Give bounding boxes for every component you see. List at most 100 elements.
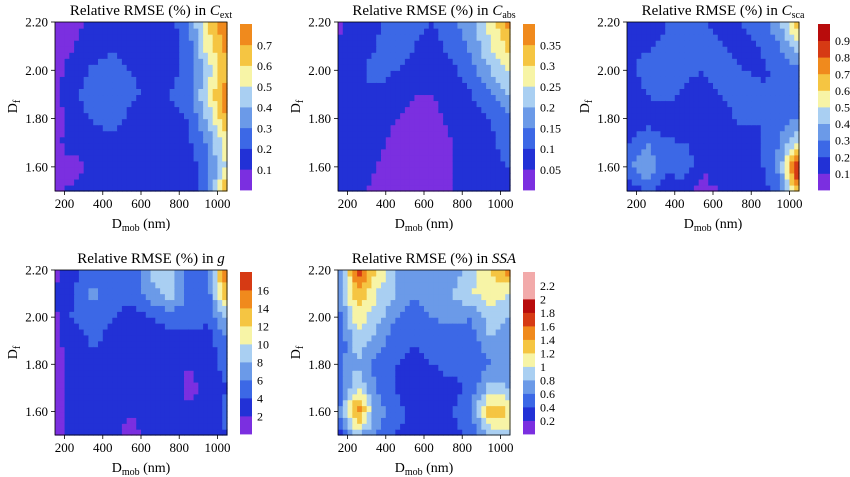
heatmap-cell (64, 305, 70, 312)
heatmap-cell (131, 82, 137, 89)
heatmap-cell (481, 28, 487, 35)
heatmap-cell (679, 172, 685, 180)
heatmap-cell (112, 184, 118, 192)
heatmap-cell (779, 136, 786, 144)
heatmap-cell (390, 100, 396, 108)
heatmap-cell (131, 364, 137, 371)
heatmap-cell (684, 76, 690, 83)
heatmap-cell (636, 34, 642, 41)
heatmap-cell (131, 160, 137, 168)
heatmap-cell (490, 154, 497, 162)
heatmap-cell (770, 124, 776, 132)
heatmap-cell (98, 423, 104, 430)
heatmap-cell (98, 293, 104, 301)
heatmap-cell (703, 172, 709, 180)
colorbar-tick-label: 2 (257, 410, 263, 424)
heatmap-cell (150, 287, 156, 295)
heatmap-cell (400, 178, 406, 186)
heatmap-cell (684, 70, 690, 77)
heatmap-cell (708, 40, 714, 47)
heatmap-cell (505, 22, 511, 29)
heatmap-cell (385, 381, 392, 389)
heatmap-cell (164, 130, 171, 138)
heatmap-cell (338, 393, 344, 401)
heatmap-cell (779, 178, 786, 186)
heatmap-cell (126, 352, 133, 359)
heatmap-cell (481, 393, 487, 401)
heatmap-cell (198, 118, 204, 126)
heatmap-cell (203, 184, 209, 192)
heatmap-cell (670, 52, 676, 59)
heatmap-cell (462, 148, 468, 156)
heatmap-cell (184, 112, 190, 120)
heatmap-cell (414, 376, 420, 383)
heatmap-cell (136, 275, 142, 283)
heatmap-cell (471, 364, 478, 371)
heatmap-cell (136, 178, 142, 186)
heatmap-cell (409, 317, 416, 324)
heatmap-cell (203, 417, 209, 424)
heatmap-cell (179, 370, 185, 377)
heatmap-cell (55, 184, 61, 192)
heatmap-cell (428, 429, 435, 436)
heatmap-cell (703, 58, 709, 65)
heatmap-cell (107, 70, 113, 77)
heatmap-cell (390, 136, 396, 144)
heatmap-cell (689, 142, 695, 150)
heatmap-cell (457, 178, 463, 186)
heatmap-cell (674, 46, 681, 53)
heatmap-cell (674, 52, 681, 59)
heatmap-cell (428, 178, 435, 186)
heatmap-cell (203, 381, 209, 389)
heatmap-cell (352, 387, 358, 395)
heatmap-cell (203, 46, 209, 53)
heatmap-cell (698, 88, 705, 96)
heatmap-cell (693, 118, 700, 126)
heatmap-cell (93, 112, 99, 120)
heatmap-cell (55, 160, 61, 168)
colorbar-tick-label-text: 6 (257, 374, 263, 388)
colorbar-swatch (818, 140, 830, 158)
heatmap-cell (55, 364, 61, 371)
heatmap-cell (184, 136, 190, 144)
heatmap-cell (112, 323, 118, 330)
heatmap-cell (746, 130, 752, 138)
heatmap-cell (69, 370, 75, 377)
heatmap-cell (636, 22, 642, 29)
heatmap-cell (390, 112, 396, 120)
heatmap-cell (207, 399, 214, 407)
heatmap-cell (385, 364, 392, 371)
heatmap-cell (424, 160, 430, 168)
heatmap-cell (88, 70, 94, 77)
heatmap-cell (93, 323, 99, 330)
heatmap-cell (770, 94, 776, 102)
heatmap-cell (78, 387, 85, 395)
heatmap-cell (160, 34, 166, 41)
heatmap-cell (674, 130, 681, 138)
y-tick-label-text: 2.20 (597, 15, 620, 30)
heatmap-cell (631, 94, 638, 102)
heatmap-cell (136, 118, 142, 126)
heatmap-cell (404, 352, 411, 359)
colorbar-swatch (240, 107, 252, 129)
heatmap-cell (703, 76, 709, 83)
heatmap-cell (736, 136, 743, 144)
heatmap-cell (93, 423, 99, 430)
heatmap-cell (357, 178, 363, 186)
heatmap-cell (679, 70, 685, 77)
heatmap-cell (381, 106, 387, 114)
heatmap-cell (443, 82, 449, 89)
heatmap-cell (126, 76, 133, 83)
heatmap-cell (452, 76, 459, 83)
heatmap-cell (107, 52, 113, 59)
heatmap-cell (150, 88, 156, 96)
heatmap-cell (78, 172, 85, 180)
heatmap-cell (117, 70, 123, 77)
heatmap-cell (428, 364, 435, 371)
heatmap-cell (150, 346, 156, 354)
heatmap-cell (150, 311, 156, 318)
heatmap-cell (490, 106, 497, 114)
heatmap-cell (381, 160, 387, 168)
heatmap-cell (775, 76, 781, 83)
heatmap-cell (145, 287, 152, 295)
